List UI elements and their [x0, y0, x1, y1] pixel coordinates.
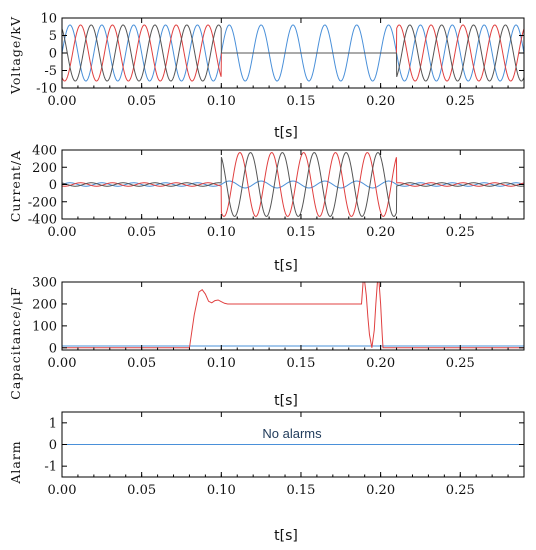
current-y-tick-label: 400: [32, 144, 57, 159]
capacitance-y-tick-label: 100: [32, 319, 57, 334]
capacitance-y-tick-label: 200: [32, 297, 57, 312]
capacitance-y-tick-label: 300: [32, 276, 57, 291]
voltage-y-tick-label: 5: [49, 29, 57, 44]
voltage-y-tick-label: 10: [40, 12, 57, 27]
capacitance-series-1: [62, 282, 524, 349]
alarm-x-tick-label: 0.20: [366, 483, 395, 498]
alarm-panel: Alarm t[s] No alarms 0.00 0.05 0.10 0.15 0.2…: [8, 411, 525, 544]
current-y-tick-label: 0: [49, 178, 57, 193]
voltage-x-tick-label: 0.15: [286, 94, 315, 109]
capacitance-x-tick-label: 0.15: [286, 356, 315, 371]
no-alarms-annotation: No alarms: [262, 426, 322, 441]
capacitance-x-tick-label: 0.05: [127, 356, 156, 371]
current-x-label: t[s]: [274, 258, 298, 274]
voltage-x-tick-label: 0.05: [127, 94, 156, 109]
alarm-x-tick-label: 0.15: [286, 483, 315, 498]
current-y-tick-label: -200: [28, 195, 57, 210]
voltage-y-tick-label: 0: [49, 47, 57, 62]
voltage-series-group: [62, 24, 524, 82]
capacitance-x-tick-label: 0.25: [446, 356, 475, 371]
current-series-2: [62, 152, 524, 217]
alarm-x-label: t[s]: [274, 528, 298, 544]
current-y-tick-label: 200: [32, 161, 57, 176]
voltage-y-label: Voltage/kV: [8, 16, 23, 95]
capacitance-series-group: [62, 282, 524, 349]
current-panel: Current/A t[s] 0.00 0.05 0.10 0.15 0.20 0.25 4…: [8, 144, 525, 274]
capacitance-y-tick-label: 0: [49, 341, 57, 356]
voltage-x-tick-label: 0.00: [48, 94, 77, 109]
current-x-tick-label: 0.00: [48, 225, 77, 240]
alarm-y-tick-label: -1: [44, 460, 57, 475]
voltage-y-tick-label: -5: [44, 64, 57, 79]
current-x-tick-label: 0.20: [366, 225, 395, 240]
current-y-tick-label: -400: [28, 213, 57, 228]
capacitance-plot-frame: [61, 281, 525, 351]
current-x-tick-label: 0.05: [127, 225, 156, 240]
voltage-x-tick-label: 0.20: [366, 94, 395, 109]
voltage-x-tick-label: 0.10: [207, 94, 236, 109]
alarm-x-tick-label: 0.10: [207, 483, 236, 498]
capacitance-panel: Capacitance/μF t[s] 0.00 0.05 0.10 0.15 0.20…: [8, 276, 525, 409]
voltage-series-2: [62, 24, 524, 82]
voltage-panel: Voltage/kV t[s] 0.00 0.05 0.10 0.15 0.20 0.25…: [8, 12, 525, 141]
alarm-y-label: Alarm: [8, 440, 23, 484]
alarm-x-tick-label: 0.25: [446, 483, 475, 498]
capacitance-x-tick-label: 0.00: [48, 356, 77, 371]
alarm-y-tick-label: 1: [49, 416, 57, 431]
voltage-y-tick-label: -10: [36, 82, 57, 97]
current-x-tick-label: 0.25: [446, 225, 475, 240]
alarm-x-tick-label: 0.00: [48, 483, 77, 498]
capacitance-x-tick-label: 0.20: [366, 356, 395, 371]
current-x-tick-label: 0.10: [207, 225, 236, 240]
capacitance-x-tick-label: 0.10: [207, 356, 236, 371]
capacitance-x-label: t[s]: [274, 393, 298, 409]
voltage-x-tick-label: 0.25: [446, 94, 475, 109]
current-series-group: [62, 152, 524, 217]
alarm-x-tick-label: 0.05: [127, 483, 156, 498]
alarm-y-tick-label: 0: [49, 438, 57, 453]
current-x-tick-label: 0.15: [286, 225, 315, 240]
current-y-label: Current/A: [8, 150, 23, 222]
voltage-x-label: t[s]: [274, 125, 298, 141]
capacitance-y-label: Capacitance/μF: [8, 286, 23, 399]
